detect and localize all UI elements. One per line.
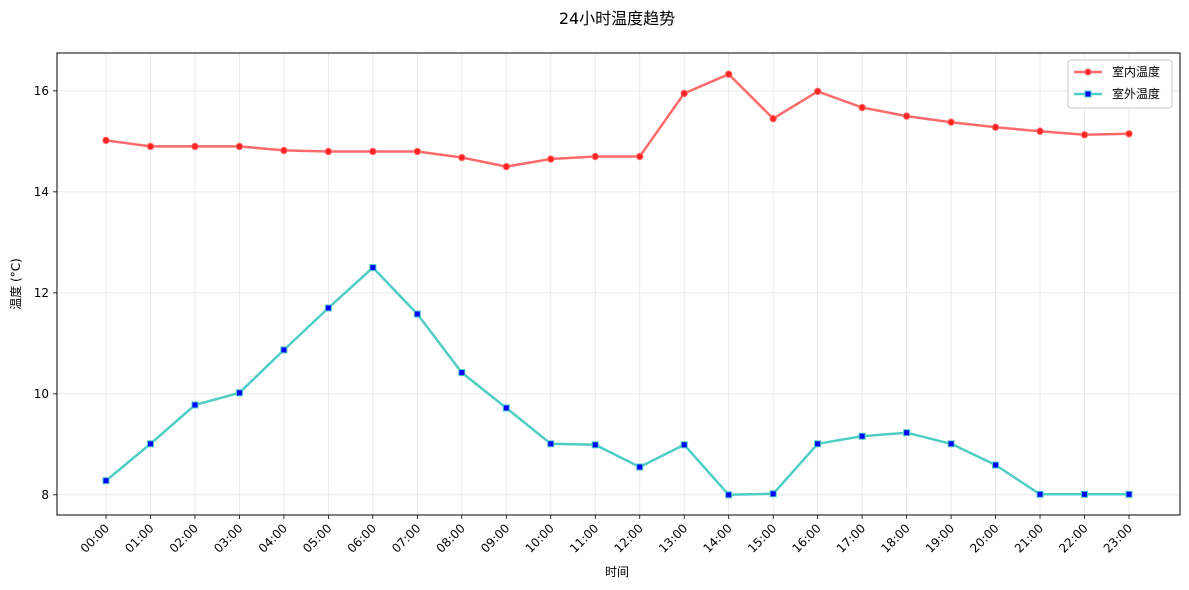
data-point-outdoor bbox=[146, 440, 154, 448]
data-point-indoor bbox=[769, 114, 777, 123]
data-point-indoor bbox=[280, 146, 288, 155]
x-tick-label: 01:00 bbox=[122, 521, 156, 555]
legend-label-indoor: 室内温度 bbox=[1112, 64, 1160, 79]
data-point-indoor bbox=[591, 152, 599, 161]
data-point-outdoor bbox=[947, 440, 955, 448]
data-point-outdoor bbox=[324, 304, 332, 312]
plot-area-frame bbox=[56, 52, 1181, 516]
data-point-indoor bbox=[858, 103, 866, 112]
data-point-indoor bbox=[947, 118, 955, 126]
x-tick-label: 10:00 bbox=[523, 521, 557, 555]
data-point-indoor bbox=[724, 70, 733, 78]
series-layer bbox=[102, 70, 1133, 499]
x-tick-label: 11:00 bbox=[567, 521, 601, 555]
y-tick-label: 10 bbox=[34, 387, 49, 401]
x-tick-label: 12:00 bbox=[611, 521, 645, 555]
grid-layer bbox=[57, 53, 1180, 515]
x-tick-label: 14:00 bbox=[700, 521, 734, 555]
data-point-outdoor bbox=[680, 441, 688, 449]
data-point-outdoor bbox=[547, 440, 555, 448]
data-point-outdoor bbox=[992, 461, 1000, 469]
data-point-indoor bbox=[502, 162, 511, 171]
legend: 室内温度 室外温度 bbox=[1067, 59, 1173, 109]
data-point-outdoor bbox=[1081, 490, 1089, 498]
legend-marker-indoor bbox=[1084, 68, 1092, 76]
data-point-outdoor bbox=[1125, 490, 1133, 498]
data-point-outdoor bbox=[502, 404, 510, 412]
data-point-indoor bbox=[102, 136, 110, 145]
x-tick-label: 13:00 bbox=[656, 521, 690, 555]
data-point-indoor bbox=[636, 152, 644, 161]
x-tick-label: 21:00 bbox=[1012, 521, 1046, 555]
data-point-outdoor bbox=[903, 429, 911, 437]
x-tick-label: 05:00 bbox=[300, 521, 334, 555]
data-point-outdoor bbox=[591, 441, 599, 449]
data-point-indoor bbox=[191, 142, 199, 151]
x-tick-label: 08:00 bbox=[434, 521, 468, 555]
x-tick-label: 09:00 bbox=[478, 521, 512, 555]
data-point-outdoor bbox=[458, 369, 466, 377]
legend-label-outdoor: 室外温度 bbox=[1112, 86, 1160, 101]
y-tick-label: 8 bbox=[41, 488, 49, 502]
data-point-outdoor bbox=[769, 490, 777, 498]
x-tick-label: 04:00 bbox=[256, 521, 290, 555]
data-point-indoor bbox=[235, 142, 244, 151]
data-point-outdoor bbox=[235, 389, 243, 397]
chart-title: 24小时温度趋势 bbox=[559, 9, 675, 28]
data-point-outdoor bbox=[413, 310, 421, 318]
x-tick-label: 17:00 bbox=[834, 521, 868, 555]
data-point-indoor bbox=[547, 155, 555, 163]
data-point-indoor bbox=[1036, 127, 1044, 135]
data-point-outdoor bbox=[280, 346, 288, 354]
x-tick-label: 18:00 bbox=[878, 521, 912, 555]
data-point-indoor bbox=[146, 142, 155, 151]
data-point-indoor bbox=[813, 87, 822, 96]
data-point-indoor bbox=[413, 147, 422, 156]
y-tick-label: 16 bbox=[34, 84, 49, 98]
x-tick-label: 23:00 bbox=[1101, 521, 1135, 555]
x-tick-label: 00:00 bbox=[78, 521, 112, 555]
data-point-indoor bbox=[458, 153, 466, 162]
x-tick-label: 02:00 bbox=[167, 521, 201, 555]
x-tick-label: 22:00 bbox=[1056, 521, 1090, 555]
x-tick-label: 03:00 bbox=[211, 521, 245, 555]
x-tick-label: 07:00 bbox=[389, 521, 423, 555]
series-line-outdoor bbox=[105, 266, 1129, 497]
y-tick-label: 14 bbox=[34, 185, 49, 199]
series-line-indoor bbox=[105, 72, 1130, 168]
x-tick-label: 16:00 bbox=[789, 521, 823, 555]
x-axis-label: 时间 bbox=[605, 565, 629, 579]
data-point-outdoor bbox=[1036, 490, 1044, 498]
data-point-outdoor bbox=[636, 463, 644, 471]
x-tick-label: 06:00 bbox=[345, 521, 379, 555]
data-point-outdoor bbox=[369, 264, 377, 272]
data-point-outdoor bbox=[191, 401, 199, 409]
data-point-indoor bbox=[369, 147, 377, 156]
y-axis-label: 温度 (°C) bbox=[8, 258, 23, 310]
data-point-indoor bbox=[1125, 130, 1133, 138]
x-tick-label: 20:00 bbox=[967, 521, 1001, 555]
data-point-outdoor bbox=[102, 477, 110, 485]
data-point-indoor bbox=[991, 123, 1000, 131]
y-tick-label: 12 bbox=[34, 286, 49, 300]
x-tick-label: 15:00 bbox=[745, 521, 779, 555]
data-point-outdoor bbox=[858, 432, 866, 440]
x-tick-label: 19:00 bbox=[923, 521, 957, 555]
data-point-indoor bbox=[324, 147, 333, 156]
data-point-indoor bbox=[680, 89, 688, 98]
data-point-indoor bbox=[1080, 131, 1089, 139]
data-point-outdoor bbox=[814, 440, 822, 448]
data-point-indoor bbox=[902, 112, 911, 120]
data-point-outdoor bbox=[725, 491, 733, 499]
legend-marker-outdoor bbox=[1084, 90, 1092, 98]
axis-ticks: 00:00 01:00 02:00 03:00 04:00 05:00 06:00 07:00… bbox=[34, 84, 1135, 556]
